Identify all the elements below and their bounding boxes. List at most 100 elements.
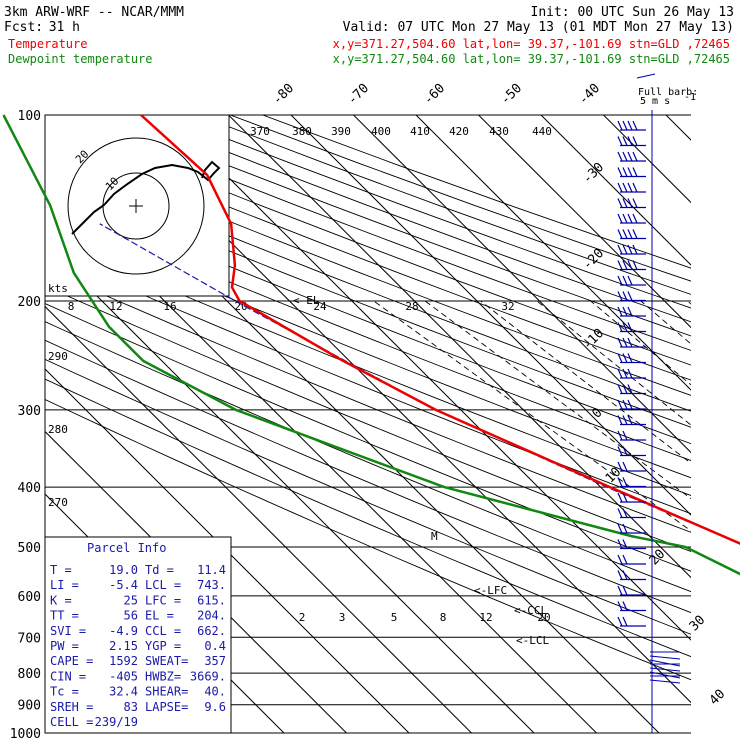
parcel-info-title: Parcel Info [87, 541, 166, 555]
hodograph-ring-20 [67, 137, 205, 275]
isobar-label-1000: 1000 [10, 727, 41, 740]
wind-barb-low [649, 667, 681, 672]
wind-barb-flag [627, 322, 633, 332]
parcel-key: CIN = [50, 669, 86, 683]
wind-barb-flag [622, 244, 628, 255]
mixing-ratio-label: 20 [537, 611, 550, 624]
model-title: 3km ARW-WRF -- NCAR/MMM [4, 5, 184, 20]
hodograph-unit: kts [48, 282, 68, 295]
dry-adiabat [45, 358, 691, 635]
wind-barb-flag [617, 477, 623, 487]
wind-barb-flag [622, 306, 628, 317]
wind-barb-flag [622, 353, 628, 363]
isotherm-line [228, 115, 691, 579]
mixing-ratio-label: 8 [440, 611, 447, 624]
wind-barb-flag [632, 260, 638, 270]
wind-barb-flag [627, 337, 633, 348]
wind-barb-flag [622, 477, 628, 487]
wind-barb-flag [622, 368, 628, 379]
wind-barb-flag [627, 275, 633, 286]
isotherm-line [45, 368, 410, 733]
wind-barb-flag [617, 368, 623, 379]
dry-adiabat [45, 145, 691, 396]
dry-adiabat [45, 321, 691, 593]
wind-barb-flag [617, 523, 623, 534]
ccl-marker: <-CCL [514, 604, 547, 617]
isotherm-line [353, 115, 691, 454]
wind-barb-low [649, 679, 681, 684]
speed-scale-label: 28 [405, 300, 418, 313]
parcel-value: 56 [124, 609, 138, 623]
parcel-key: YGP = [145, 639, 181, 653]
dry-adiabat [45, 159, 691, 412]
isobar-label-200: 200 [18, 295, 41, 310]
wind-barb-flag [617, 151, 623, 162]
parcel-key: Td = [145, 563, 174, 577]
parcel-value: 743. [197, 578, 226, 592]
wind-barb-flag [622, 554, 628, 565]
parcel-key: CAPE = [50, 654, 93, 668]
wind-barb-flag [617, 306, 623, 317]
theta-label: 440 [532, 125, 552, 138]
wind-barb-flag [617, 461, 623, 472]
dewpoint-trace [2, 114, 740, 576]
wind-legend-title: Full barb: [638, 87, 698, 98]
wind-barb-flag [632, 198, 638, 208]
isobar-label-800: 800 [18, 667, 41, 682]
wind-barb-flag [627, 167, 633, 177]
dry-adiabat [45, 251, 691, 515]
wind-barb-flag [617, 384, 623, 394]
theta-left-label: 270 [48, 496, 68, 509]
theta-label: 430 [489, 125, 509, 138]
parcel-key: TT = [50, 609, 79, 623]
parcel-key: SREH = [50, 700, 93, 714]
wind-barb-flag [622, 446, 628, 456]
wind-barb-flag [622, 182, 628, 193]
wind-barb-flag [627, 182, 633, 193]
parcel-value: 204. [197, 609, 226, 623]
wind-barb-flag [617, 198, 623, 208]
wind-barb-flag [617, 182, 623, 193]
wind-barb-flag [622, 322, 628, 332]
mixing-ratio-label: 12 [479, 611, 492, 624]
dry-adiabat [45, 188, 691, 445]
parcel-key: T = [50, 563, 72, 577]
isobar-label-900: 900 [18, 699, 41, 714]
parcel-value: 615. [197, 593, 226, 607]
parcel-value: -4.9 [109, 624, 138, 638]
dry-adiabat [45, 174, 691, 428]
isobar-label-600: 600 [18, 590, 41, 605]
wind-barb-low [649, 659, 681, 667]
wind-barb-flag [627, 151, 633, 162]
speed-scale: 8 12 16 20 24 28 32 [68, 300, 515, 313]
wind-barb-flag [627, 260, 633, 270]
wind-barb-flag [622, 430, 628, 441]
parcel-value: 9.6 [204, 700, 226, 714]
wind-barb-flag [622, 260, 628, 270]
wind-barb-flag [627, 136, 633, 146]
wind-barb-flag [622, 570, 628, 580]
valid-time: Valid: 07 UTC Mon 27 May 13 (01 MDT Mon … [343, 20, 734, 35]
parcel-key: HWBZ= [145, 669, 181, 683]
init-time: Init: 00 UTC Sun 26 May 13 [531, 5, 735, 20]
parcel-annotations: <-EL <-LFC <-CCL <-LCL M [293, 294, 549, 647]
wind-barb-flag [617, 120, 623, 131]
dry-adiabat [45, 131, 691, 381]
wind-barb-flag [622, 415, 628, 425]
wind-barb-flag [617, 337, 623, 348]
wind-barb-flag [622, 198, 628, 208]
parcel-value: 239/19 [95, 715, 138, 729]
theta-left-label: 280 [48, 423, 68, 436]
theta-label: 370 [250, 125, 270, 138]
wind-barb-flag [617, 291, 623, 301]
wind-barb-flag [617, 554, 623, 565]
wind-barbs [617, 110, 681, 733]
theta-left-label: 290 [48, 350, 68, 363]
parcel-key: LFC = [145, 593, 181, 607]
wind-barb-flag [617, 446, 623, 456]
wind-barb-flag [617, 492, 623, 503]
isobar-label-100: 100 [18, 109, 41, 124]
m-marker: M [431, 530, 438, 543]
wind-barb-flag [617, 585, 623, 596]
